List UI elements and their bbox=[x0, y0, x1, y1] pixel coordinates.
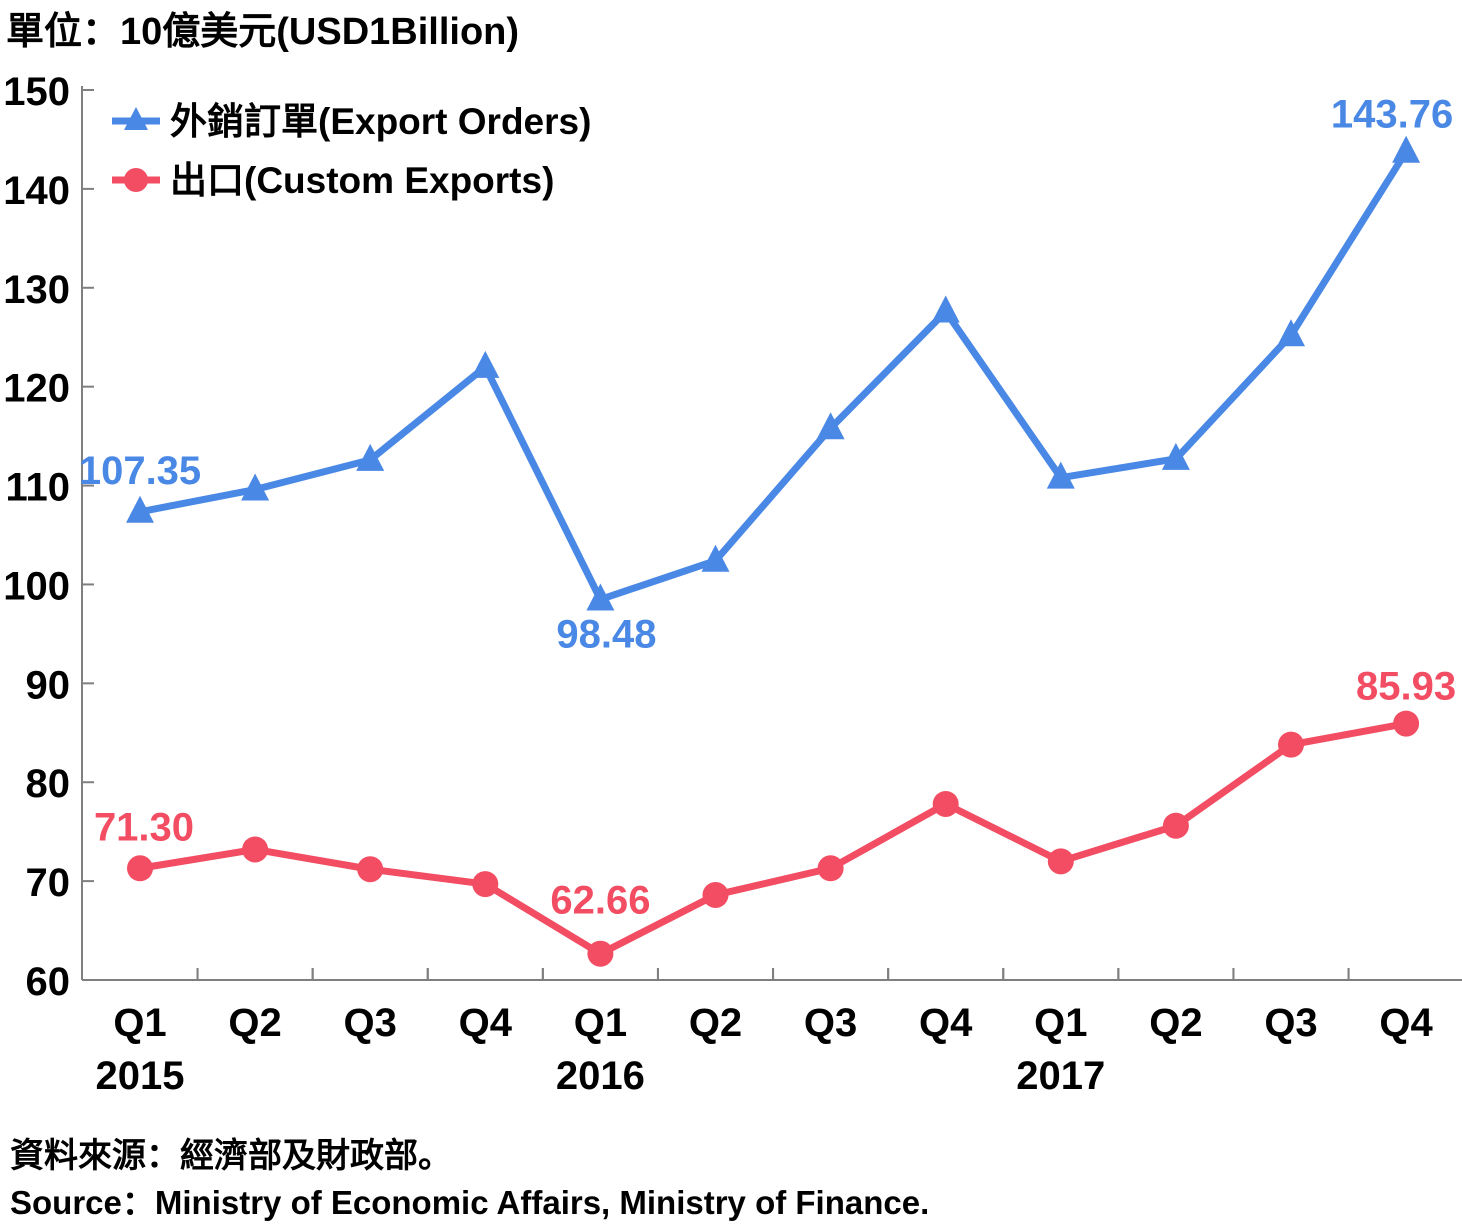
series-line bbox=[139, 149, 1410, 603]
y-tick-label: 110 bbox=[5, 466, 70, 510]
data-label: 98.48 bbox=[556, 612, 656, 656]
data-point-triangle bbox=[1277, 319, 1305, 347]
data-point-triangle bbox=[931, 295, 960, 323]
data-point-circle bbox=[127, 855, 153, 882]
chart-series bbox=[126, 135, 1421, 967]
x-tick-label: Q2 bbox=[689, 1001, 742, 1045]
x-tick-label: Q2 bbox=[1149, 1001, 1202, 1045]
data-point-circle bbox=[357, 856, 384, 883]
x-tick-label: Q1 bbox=[1034, 1001, 1087, 1045]
data-label: 62.66 bbox=[550, 879, 650, 923]
legend-label: 出口(Custom Exports) bbox=[170, 160, 554, 201]
legend-label: 外銷訂單(Export Orders) bbox=[170, 101, 591, 142]
chart-legend: 外銷訂單(Export Orders) 出口(Custom Exports) bbox=[112, 101, 591, 201]
data-point-circle bbox=[1162, 812, 1189, 839]
y-tick-label: 100 bbox=[3, 564, 70, 608]
x-tick-label: Q3 bbox=[1264, 1001, 1317, 1045]
data-point-circle bbox=[932, 790, 959, 817]
data-point-triangle bbox=[471, 350, 500, 378]
y-tick-label: 60 bbox=[26, 960, 71, 1004]
y-tick-label: 90 bbox=[26, 663, 71, 707]
data-point-circle bbox=[472, 871, 499, 898]
data-point-circle bbox=[702, 881, 729, 908]
data-point-triangle bbox=[126, 495, 154, 523]
data-point-circle bbox=[587, 940, 614, 967]
data-label: 143.76 bbox=[1331, 93, 1453, 137]
series-line bbox=[139, 720, 1407, 958]
x-year-label: 2017 bbox=[1016, 1054, 1105, 1098]
legend-triangle-icon bbox=[124, 107, 148, 130]
y-tick-label: 80 bbox=[26, 762, 71, 806]
x-tick-label: Q1 bbox=[113, 1001, 166, 1045]
data-point-triangle bbox=[701, 544, 730, 572]
y-tick-label: 140 bbox=[3, 169, 70, 213]
legend-circle-icon bbox=[124, 168, 148, 192]
x-tick-label: Q4 bbox=[919, 1001, 973, 1045]
x-tick-label: Q2 bbox=[228, 1001, 281, 1045]
x-tick-label: Q4 bbox=[1379, 1001, 1433, 1045]
data-point-triangle bbox=[1046, 461, 1075, 489]
y-tick-label: 120 bbox=[3, 367, 70, 411]
data-point-triangle bbox=[356, 443, 385, 471]
unit-label: 單位：10億美元(USD1Billion) bbox=[6, 11, 520, 53]
data-point-circle bbox=[1278, 731, 1304, 758]
x-year-label: 2015 bbox=[96, 1054, 185, 1098]
data-labels: 107.35 98.48 143.76 71.30 62.66 85.93 bbox=[79, 93, 1456, 923]
data-point-circle bbox=[1393, 710, 1420, 737]
data-point-triangle bbox=[816, 412, 845, 440]
y-tick-label: 70 bbox=[26, 861, 71, 905]
x-tick-label: Q3 bbox=[804, 1001, 857, 1045]
data-label: 71.30 bbox=[94, 805, 194, 849]
data-point-circle bbox=[817, 855, 844, 882]
data-label: 107.35 bbox=[79, 449, 201, 493]
x-year-label: 2016 bbox=[556, 1054, 645, 1098]
source-chinese: 資料來源：經濟部及財政部。 bbox=[10, 1137, 452, 1175]
data-point-circle bbox=[242, 836, 269, 863]
x-tick-label: Q4 bbox=[459, 1001, 513, 1045]
x-tick-label: Q1 bbox=[574, 1001, 627, 1045]
data-point-triangle bbox=[586, 583, 615, 611]
source-english: Source：Ministry of Economic Affairs, Min… bbox=[10, 1184, 930, 1221]
y-tick-label: 130 bbox=[3, 268, 70, 312]
data-point-circle bbox=[1047, 848, 1074, 875]
x-tick-label: Q3 bbox=[344, 1001, 397, 1045]
data-point-triangle bbox=[241, 473, 270, 501]
y-tick-label: 150 bbox=[3, 70, 70, 114]
data-label: 85.93 bbox=[1356, 665, 1456, 709]
chart-axes: 60 70 80 90 100 110 120 130 140 150 Q1 Q2 Q3 Q4 Q1 Q2 Q3… bbox=[3, 70, 1462, 1098]
data-point-triangle bbox=[1161, 442, 1190, 470]
data-point-triangle bbox=[1392, 135, 1421, 163]
